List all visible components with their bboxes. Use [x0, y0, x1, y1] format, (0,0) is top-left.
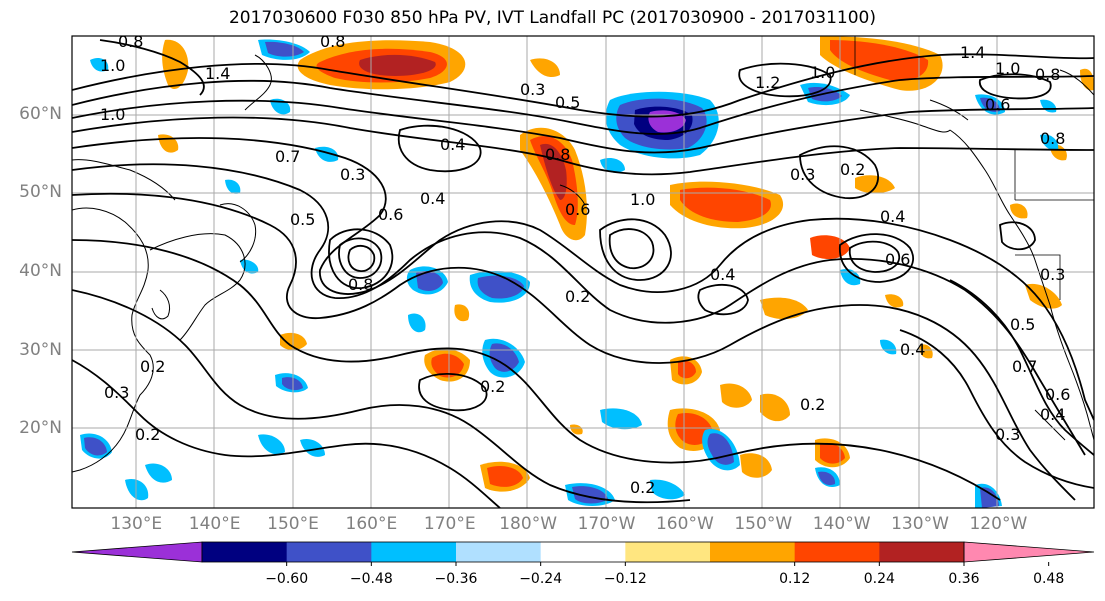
- contour-label: 0.4: [420, 189, 445, 208]
- longitude-label: 140°E: [188, 514, 241, 534]
- contour-label: 0.6: [378, 205, 403, 224]
- contour-label: 0.8: [320, 32, 345, 51]
- latitude-label: 40°N: [19, 261, 62, 281]
- longitude-label: 130°W: [891, 514, 949, 534]
- longitude-label: 180°W: [499, 514, 558, 534]
- contour-label: 1.0: [100, 56, 125, 75]
- contour-label: 0.7: [275, 147, 300, 166]
- colorbar-tick-label: 0.12: [779, 571, 811, 587]
- colorbar-tick-label: −0.36: [434, 571, 478, 587]
- contour-label: 0.7: [1012, 357, 1037, 376]
- contour-label: 0.2: [140, 357, 165, 376]
- contour-label: 0.3: [520, 80, 545, 99]
- contour-label: 0.5: [1010, 315, 1035, 334]
- contour-label: 0.4: [900, 340, 925, 359]
- map-title: 2017030600 F030 850 hPa PV, IVT Landfall…: [228, 8, 876, 28]
- colorbar-tick-label: −0.48: [349, 571, 393, 587]
- contour-label: 0.3: [995, 425, 1020, 444]
- colorbar-bin: [202, 542, 288, 562]
- colorbar-bin: [540, 542, 626, 562]
- longitude-label: 160°W: [655, 514, 714, 534]
- colorbar-bin: [710, 542, 796, 562]
- positive-anomaly-shading: [158, 36, 1094, 492]
- contour-label: 0.5: [290, 210, 315, 229]
- longitude-label: 170°W: [577, 514, 636, 534]
- contour-label: 0.8: [1040, 129, 1065, 148]
- colorbar-bin: [794, 542, 880, 562]
- contour-label: 0.3: [104, 383, 129, 402]
- colorbar-tick-label: 0.48: [1033, 571, 1065, 587]
- map-frame: [71, 35, 1095, 509]
- longitude-label: 150°W: [734, 514, 793, 534]
- contour-label: 0.4: [1040, 405, 1065, 424]
- contour-label: 0.2: [480, 377, 505, 396]
- longitude-label: 120°W: [969, 514, 1028, 534]
- coastlines: [72, 54, 1094, 473]
- contour-label: 0.6: [1045, 385, 1070, 404]
- colorbar-extend-high: [963, 541, 1095, 563]
- contour-label: 1.0: [630, 190, 655, 209]
- colorbar-outline: [201, 541, 965, 563]
- ivt-contours: [72, 39, 1094, 508]
- colorbar-bin: [879, 542, 965, 562]
- contour-label: 0.8: [118, 32, 143, 51]
- colorbar-extend-low: [71, 541, 203, 563]
- contour-label: 1.0: [100, 105, 125, 124]
- contour-label: 0.4: [710, 265, 735, 284]
- contour-label: 0.2: [840, 160, 865, 179]
- contour-label: 0.2: [630, 478, 655, 497]
- contour-label: 0.6: [885, 250, 910, 269]
- longitude-label: 150°E: [267, 514, 319, 534]
- colorbar-tick-label: −0.12: [603, 571, 647, 587]
- contour-label: 0.4: [440, 135, 465, 154]
- contour-label: 0.6: [985, 95, 1010, 114]
- longitude-label: 130°E: [110, 514, 163, 534]
- colorbar-bin: [625, 542, 711, 562]
- contour-label: 0.6: [565, 200, 590, 219]
- contour-label: 0.3: [790, 165, 815, 184]
- colorbar-tick-label: −0.60: [265, 571, 309, 587]
- latitude-label: 30°N: [19, 339, 62, 360]
- latitude-label: 60°N: [19, 103, 62, 124]
- latitude-label: 50°N: [19, 182, 62, 203]
- graticule: [72, 36, 1094, 508]
- contour-label: 0.3: [340, 165, 365, 184]
- colorbar-bin: [371, 542, 457, 562]
- longitude-label: 140°W: [812, 514, 871, 534]
- colorbar: [71, 541, 1095, 566]
- contour-label-group: 0.8 1.0 1.4 0.8 0.5 0.3 1.2 1.0 1.4 1.0 …: [100, 32, 1070, 497]
- contour-label: 0.2: [800, 395, 825, 414]
- contour-label: 1.4: [205, 64, 230, 83]
- contour-label: 0.2: [565, 287, 590, 306]
- contour-label: 1.2: [755, 73, 780, 92]
- contour-label: 0.4: [880, 207, 905, 226]
- longitude-label: 170°E: [423, 514, 476, 534]
- contour-label: 1.4: [960, 43, 985, 62]
- colorbar-tick-label: 0.36: [948, 571, 980, 587]
- contour-label: 0.3: [1040, 265, 1065, 284]
- contour-label: 0.8: [348, 275, 373, 294]
- contour-label: 0.8: [545, 145, 570, 164]
- colorbar-tick-label: 0.24: [863, 571, 895, 587]
- latitude-label: 20°N: [19, 418, 62, 439]
- contour-label: 1.0: [810, 63, 835, 82]
- contour-label: 1.0: [995, 59, 1020, 78]
- colorbar-bin: [456, 542, 542, 562]
- colorbar-tick-label: −0.24: [519, 571, 563, 587]
- contour-label: 0.8: [1035, 65, 1060, 84]
- longitude-label: 160°E: [345, 514, 398, 534]
- contour-label: 0.5: [555, 93, 580, 112]
- colorbar-bin: [286, 542, 372, 562]
- contour-label: 0.2: [135, 425, 160, 444]
